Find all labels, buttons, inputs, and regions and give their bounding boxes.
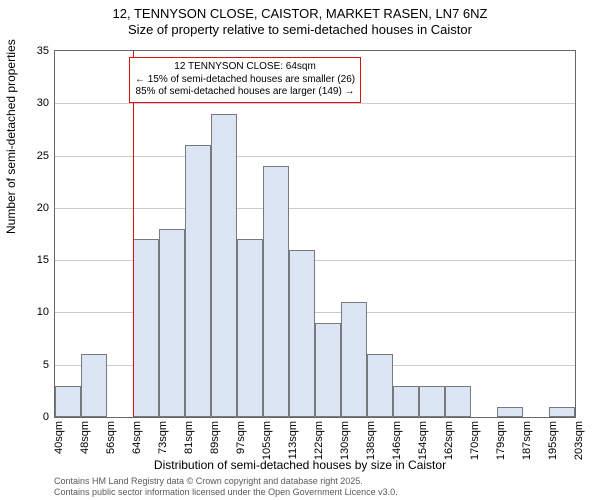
xtick-label: 170sqm — [469, 421, 481, 460]
xtick-label: 64sqm — [131, 421, 143, 454]
histogram-bar — [237, 239, 263, 417]
histogram-bar — [497, 407, 523, 417]
footnote: Contains HM Land Registry data © Crown c… — [54, 476, 398, 498]
y-axis-label: Number of semi-detached properties — [4, 39, 18, 234]
chart-title-line2: Size of property relative to semi-detach… — [0, 22, 600, 38]
histogram-bar — [367, 354, 393, 417]
ytick-label: 5 — [43, 359, 55, 371]
histogram-bar — [81, 354, 107, 417]
xtick-label: 73sqm — [157, 421, 169, 454]
annotation-line1: 12 TENNYSON CLOSE: 64sqm — [135, 61, 355, 74]
xtick-label: 138sqm — [365, 421, 377, 460]
histogram-bar — [159, 229, 185, 417]
histogram-bar — [55, 386, 81, 417]
histogram-bar — [341, 302, 367, 417]
footnote-line2: Contains public sector information licen… — [54, 487, 398, 498]
histogram-bar — [289, 250, 315, 417]
xtick-label: 122sqm — [313, 421, 325, 460]
xtick-label: 48sqm — [79, 421, 91, 454]
ytick-label: 10 — [37, 306, 55, 318]
annotation-box: 12 TENNYSON CLOSE: 64sqm ← 15% of semi-d… — [129, 57, 361, 103]
histogram-bar — [419, 386, 445, 417]
xtick-label: 203sqm — [573, 421, 585, 460]
histogram-bar — [133, 239, 159, 417]
xtick-label: 105sqm — [261, 421, 273, 460]
plot-area: 0510152025303540sqm48sqm56sqm64sqm73sqm8… — [54, 50, 576, 418]
histogram-bar — [393, 386, 419, 417]
xtick-label: 56sqm — [105, 421, 117, 454]
x-axis-label: Distribution of semi-detached houses by … — [0, 458, 600, 472]
xtick-label: 154sqm — [417, 421, 429, 460]
histogram-bar — [185, 145, 211, 417]
ytick-label: 15 — [37, 254, 55, 266]
xtick-label: 195sqm — [547, 421, 559, 460]
histogram-bar — [549, 407, 575, 417]
footnote-line1: Contains HM Land Registry data © Crown c… — [54, 476, 398, 487]
xtick-label: 89sqm — [209, 421, 221, 454]
histogram-bar — [445, 386, 471, 417]
xtick-label: 81sqm — [183, 421, 195, 454]
marker-line — [133, 51, 134, 417]
xtick-label: 146sqm — [391, 421, 403, 460]
annotation-line2: ← 15% of semi-detached houses are smalle… — [135, 74, 355, 87]
xtick-label: 40sqm — [53, 421, 65, 454]
ytick-label: 25 — [37, 150, 55, 162]
xtick-label: 187sqm — [521, 421, 533, 460]
xtick-label: 97sqm — [235, 421, 247, 454]
ytick-label: 20 — [37, 202, 55, 214]
chart-title-line1: 12, TENNYSON CLOSE, CAISTOR, MARKET RASE… — [0, 6, 600, 22]
xtick-label: 130sqm — [339, 421, 351, 460]
ytick-label: 35 — [37, 45, 55, 57]
histogram-bar — [211, 114, 237, 417]
histogram-bar — [315, 323, 341, 417]
xtick-label: 113sqm — [287, 421, 299, 459]
histogram-bar — [263, 166, 289, 417]
annotation-line3: 85% of semi-detached houses are larger (… — [135, 86, 355, 99]
ytick-label: 30 — [37, 97, 55, 109]
xtick-label: 179sqm — [495, 421, 507, 460]
xtick-label: 162sqm — [443, 421, 455, 460]
